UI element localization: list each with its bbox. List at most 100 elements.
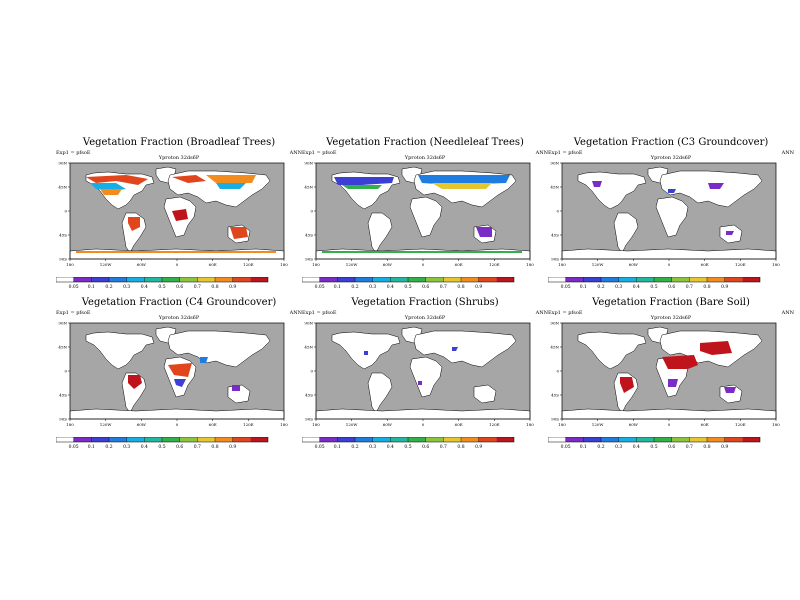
y-tick-label: 90S [59, 417, 67, 422]
y-tick-label: 90N [58, 161, 67, 166]
vegetation-patch [668, 189, 676, 193]
x-tick-label: 60E [209, 422, 217, 427]
colorbar-segment [390, 437, 408, 442]
vegetation-patch [206, 175, 256, 183]
y-tick-label: 90S [551, 257, 559, 262]
landmass-southAmerica [613, 212, 639, 254]
colorbar-tick-label: 0.2 [105, 284, 112, 290]
colorbar-segment [250, 277, 268, 282]
colorbar-segment [443, 437, 461, 442]
vegetation-patch [620, 377, 634, 393]
colorbar-segment [73, 277, 92, 282]
colorbar-segment [707, 277, 725, 282]
experiment-label: Exp1 = pfsoE [56, 310, 91, 316]
colorbar-segment [601, 277, 619, 282]
colorbar-tick-label: 0.6 [176, 284, 183, 290]
case-label: Yproton 32ds6P [650, 315, 692, 321]
colorbar-segment [671, 277, 690, 282]
colorbar-segment [461, 277, 479, 282]
colorbar-tick-label: 0.7 [686, 284, 693, 290]
colorbar-segment [548, 437, 566, 442]
colorbar-segment [565, 437, 584, 442]
colorbar-segment [56, 277, 74, 282]
landmass-antarctica [69, 408, 285, 420]
colorbar-tick-label: 0.05 [69, 444, 79, 450]
x-tick-label: 120W [592, 422, 605, 427]
colorbar-tick-label: 0.8 [211, 284, 218, 290]
colorbar-segment [215, 437, 233, 442]
y-tick-label: 45N [304, 185, 313, 190]
colorbar-tick-label: 0.6 [176, 444, 183, 450]
x-tick-label: 180 [312, 262, 320, 267]
colorbar-segment [601, 437, 619, 442]
colorbar-tick-label: 0.4 [633, 284, 640, 290]
colorbar-segment [583, 437, 601, 442]
colorbar-segment [337, 437, 355, 442]
colorbar-tick-label: 0.2 [351, 444, 358, 450]
colorbar: 0.05 0.1 0.2 0.3 0.4 0.5 0.6 0.7 0.8 0.9 [56, 437, 269, 450]
landmass-southAmerica [367, 212, 393, 254]
x-tick-label: 180 [66, 262, 74, 267]
colorbar-tick-label: 0.5 [158, 444, 165, 450]
colorbar-tick-label: 0.6 [422, 284, 429, 290]
colorbar-tick-label: 0.1 [334, 284, 341, 290]
vegetation-patch [100, 189, 122, 195]
colorbar-tick-label: 0.7 [686, 444, 693, 450]
vegetation-patch [172, 209, 188, 221]
landmass-antarctica [561, 408, 777, 420]
colorbar-segment [654, 437, 672, 442]
colorbar-tick-label: 0.5 [650, 284, 657, 290]
colorbar-tick-label: 0.6 [422, 444, 429, 450]
vegetation-patch [200, 357, 208, 363]
x-tick-label: 180 [280, 422, 288, 427]
vegetation-patch [432, 183, 492, 189]
colorbar-segment [179, 437, 198, 442]
landmass-africa [655, 196, 689, 238]
y-tick-label: 90S [59, 257, 67, 262]
colorbar-tick-label: 0.7 [440, 444, 447, 450]
colorbar-tick-label: 0.7 [440, 284, 447, 290]
x-tick-label: 120E [243, 422, 254, 427]
vegetation-patch [232, 385, 240, 391]
colorbar-segment [654, 277, 672, 282]
landmass-antarctica [315, 408, 531, 420]
colorbar-tick-label: 0.1 [88, 444, 95, 450]
colorbar-segment [355, 437, 373, 442]
colorbar-tick-label: 0.3 [615, 284, 622, 290]
x-tick-label: 180 [280, 262, 288, 267]
colorbar-segment [73, 437, 92, 442]
colorbar-segment [197, 277, 215, 282]
colorbar-segment [408, 437, 426, 442]
colorbar-segment [478, 437, 497, 442]
colorbar-tick-label: 0.7 [194, 444, 201, 450]
vegetation-patch [128, 217, 140, 231]
landmass-antarctica [561, 248, 777, 260]
colorbar-segment [109, 437, 127, 442]
colorbar: 0.05 0.1 0.2 0.3 0.4 0.5 0.6 0.7 0.8 0.9 [302, 437, 515, 450]
case-label: Yproton 32ds6P [650, 155, 692, 161]
colorbar-tick-label: 0.05 [315, 444, 325, 450]
colorbar-segment [250, 437, 268, 442]
colorbar-tick-label: 0.8 [703, 444, 710, 450]
vegetation-patch [174, 379, 186, 387]
x-tick-label: 120E [489, 422, 500, 427]
colorbar-segment [232, 437, 251, 442]
landmass-eurasia [167, 330, 271, 368]
colorbar-tick-label: 0.9 [475, 284, 482, 290]
colorbar-tick-label: 0.5 [650, 444, 657, 450]
colorbar-segment [126, 437, 145, 442]
colorbar-tick-label: 0.4 [633, 444, 640, 450]
case-label: Yproton 32ds6P [158, 315, 200, 321]
y-tick-label: 90N [304, 161, 313, 166]
vegetation-patch [726, 231, 734, 235]
vegetation-patch [230, 227, 248, 239]
colorbar-segment [425, 277, 444, 282]
colorbar-segment [618, 277, 637, 282]
colorbar-segment [302, 437, 320, 442]
season-label: ANN [289, 150, 302, 156]
colorbar-segment [707, 437, 725, 442]
colorbar-segment [144, 437, 162, 442]
x-tick-label: 0 [422, 262, 425, 267]
colorbar-segment [408, 277, 426, 282]
panel-title: Vegetation Fraction (C3 Groundcover) [573, 137, 769, 148]
